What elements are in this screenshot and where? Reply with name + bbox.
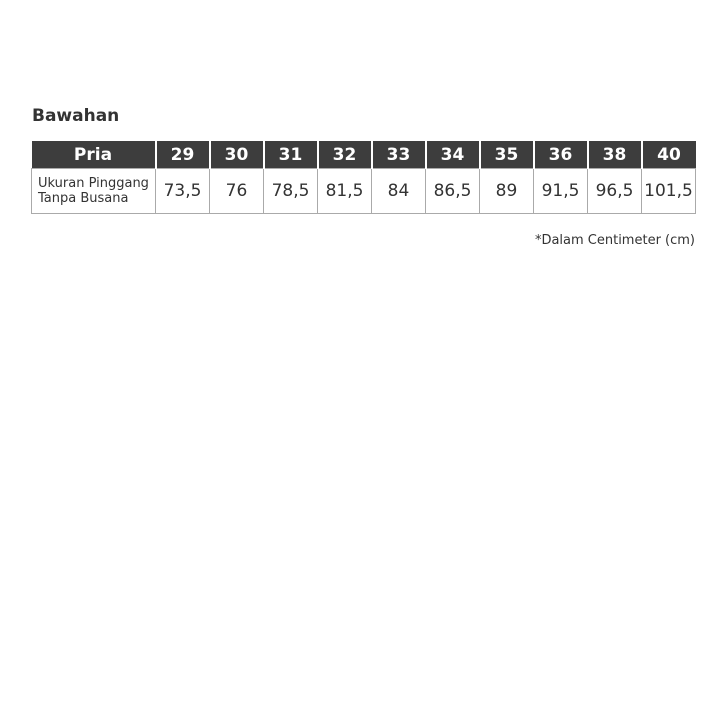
row-label-line1: Ukuran Pinggang: [38, 176, 149, 191]
waist-value: 81,5: [317, 168, 372, 214]
row-label-line2: Tanpa Busana: [38, 191, 129, 206]
size-header: 32: [316, 141, 372, 169]
waist-value: 78,5: [263, 168, 318, 214]
size-header: 36: [532, 141, 588, 169]
size-header: 30: [208, 141, 264, 169]
waist-value: 91,5: [533, 168, 588, 214]
size-chart-table: Pria 29 30 31 32 33 34 35 36 38 40 Ukuran Pinggang…: [31, 141, 696, 214]
size-header: 40: [640, 141, 696, 169]
section-title: Bawahan: [32, 106, 120, 126]
waist-value: 84: [371, 168, 426, 214]
size-header: 34: [424, 141, 480, 169]
waist-value: 73,5: [155, 168, 210, 214]
waist-value: 101,5: [641, 168, 696, 214]
gender-header: Pria: [31, 141, 156, 169]
row-label: Ukuran Pinggang Tanpa Busana: [31, 168, 156, 214]
size-header: 35: [478, 141, 534, 169]
waist-value: 86,5: [425, 168, 480, 214]
size-header: 31: [262, 141, 318, 169]
size-header: 38: [586, 141, 642, 169]
waist-value: 76: [209, 168, 264, 214]
size-header: 29: [154, 141, 210, 169]
table-row: Ukuran Pinggang Tanpa Busana 73,5 76 78,5 81…: [31, 168, 696, 214]
waist-value: 89: [479, 168, 534, 214]
waist-value: 96,5: [587, 168, 642, 214]
header-row: Pria 29 30 31 32 33 34 35 36 38 40: [31, 141, 696, 169]
size-header: 33: [370, 141, 426, 169]
unit-note: *Dalam Centimeter (cm): [534, 233, 695, 248]
